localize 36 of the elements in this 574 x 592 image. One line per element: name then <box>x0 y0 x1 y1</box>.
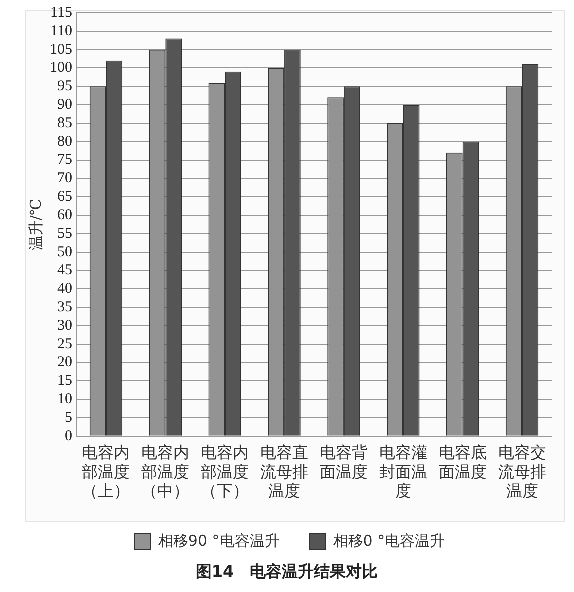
y-tick-label: 0 <box>65 428 72 444</box>
y-tick-label: 70 <box>58 170 72 187</box>
y-tick-label: 105 <box>50 42 72 58</box>
x-tick-label: 电容内部温度（下） <box>201 443 250 501</box>
x-tick-label: 电容交流母排温度 <box>498 443 546 501</box>
legend-label: 相移90 °电容温升 <box>158 532 280 550</box>
legend-label: 相移0 °电容温升 <box>333 532 446 550</box>
text: 图14 电容温升结果对比 <box>194 562 380 583</box>
y-tick-label: 95 <box>58 78 72 95</box>
y-tick-label: 115 <box>50 4 72 21</box>
y-tick-label: 25 <box>58 336 72 352</box>
x-tick-label: 电容背面温度 <box>320 443 368 482</box>
y-tick-label: 80 <box>58 134 72 150</box>
x-tick-label: 电容内部温度（上） <box>82 443 130 501</box>
y-tick-label: 45 <box>58 262 72 279</box>
x-tick-label: 电容直流母排温度 <box>260 443 309 501</box>
y-tick-label: 85 <box>58 115 72 132</box>
y-tick-label: 50 <box>58 244 72 260</box>
y-tick-label: 60 <box>58 207 72 224</box>
y-tick-label: 90 <box>58 96 72 113</box>
y-tick-label: 35 <box>58 299 72 316</box>
x-tick-label: 电容底面温度 <box>438 443 487 482</box>
x-tick-label: 电容灌封面温度 <box>379 443 428 501</box>
y-tick-label: 20 <box>58 354 72 371</box>
y-axis-title: 温升/℃ <box>26 198 45 251</box>
y-tick-label: 10 <box>58 392 72 408</box>
y-tick-label: 100 <box>50 60 72 76</box>
y-tick-label: 55 <box>58 226 72 242</box>
y-tick-label: 65 <box>58 189 72 206</box>
y-tick-label: 5 <box>65 410 72 426</box>
y-tick-label: 75 <box>58 152 72 168</box>
y-tick-label: 40 <box>58 281 72 298</box>
y-tick-label: 15 <box>58 373 72 390</box>
x-tick-label: 电容内部温度（中） <box>142 443 190 501</box>
y-tick-label: 110 <box>50 23 72 40</box>
y-tick-label: 30 <box>58 318 72 334</box>
